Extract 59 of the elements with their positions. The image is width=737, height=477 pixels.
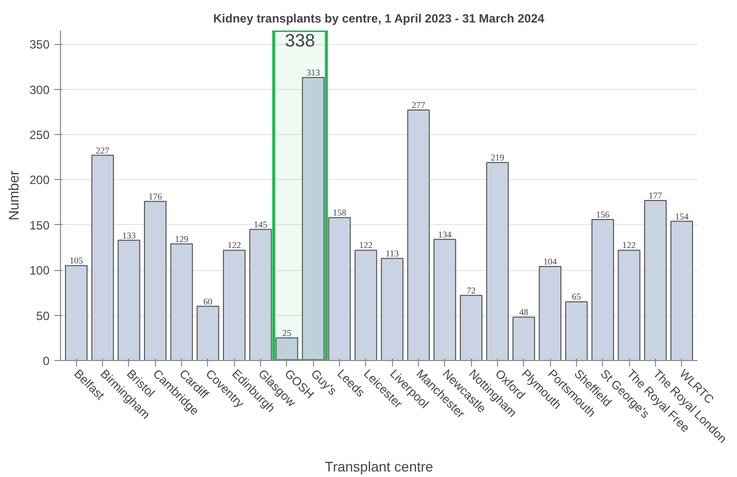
bar — [407, 110, 430, 360]
bar — [276, 337, 298, 360]
y-axis-title: Number — [5, 170, 22, 220]
data-label: 154 — [674, 211, 689, 222]
bar — [618, 250, 640, 360]
bar — [328, 217, 351, 360]
y-tick-label: 0 — [42, 354, 50, 368]
y-tick-label: 150 — [29, 218, 50, 232]
bar — [512, 316, 536, 360]
data-label: 134 — [438, 229, 452, 240]
data-label: 219 — [490, 152, 505, 162]
chart-title: Kidney transplants by centre, 1 April 2023 - 31 March 2024 — [213, 12, 545, 26]
x-axis-title: Transplant centre — [324, 458, 434, 475]
data-label: 122 — [622, 240, 636, 250]
data-label: 72 — [466, 285, 476, 296]
data-label: 145 — [254, 219, 268, 230]
data-label: 48 — [519, 307, 529, 318]
y-tick-label: 350 — [29, 38, 50, 52]
data-label: 158 — [332, 208, 347, 218]
y-tick-label: 200 — [29, 173, 50, 188]
data-label: 227 — [96, 145, 110, 156]
bar — [196, 306, 220, 360]
data-label: 176 — [148, 191, 163, 202]
data-label: 105 — [70, 256, 84, 266]
bar — [486, 162, 509, 360]
y-tick-label: 300 — [29, 82, 50, 97]
band-label: 338 — [285, 30, 316, 50]
data-label: 60 — [203, 296, 213, 306]
y-tick-label: 100 — [29, 264, 50, 278]
bar — [354, 250, 378, 360]
data-label: 122 — [359, 240, 373, 250]
bar — [91, 154, 114, 360]
data-label: 129 — [174, 234, 189, 244]
data-label: 104 — [543, 256, 558, 266]
data-label: 122 — [227, 240, 241, 250]
bar — [565, 301, 588, 360]
bar — [249, 228, 272, 360]
y-tick-label: 50 — [36, 308, 50, 323]
bar — [591, 218, 614, 360]
data-label: 177 — [648, 190, 663, 200]
y-tick-label: 250 — [29, 128, 50, 142]
bar — [222, 250, 246, 360]
data-label: 25 — [282, 328, 292, 338]
bar — [460, 294, 482, 360]
bar — [670, 220, 693, 360]
data-label: 65 — [572, 292, 582, 302]
data-label: 133 — [122, 230, 136, 240]
bar — [380, 258, 404, 360]
bar — [65, 265, 88, 360]
bar — [538, 266, 562, 360]
bar — [144, 200, 167, 360]
data-label: 277 — [412, 100, 426, 110]
bar — [118, 240, 140, 360]
data-label: 156 — [596, 209, 610, 220]
bar — [434, 238, 456, 360]
data-label: 313 — [306, 68, 320, 78]
bar — [170, 243, 193, 360]
bar — [644, 200, 667, 360]
data-label: 113 — [386, 248, 400, 258]
